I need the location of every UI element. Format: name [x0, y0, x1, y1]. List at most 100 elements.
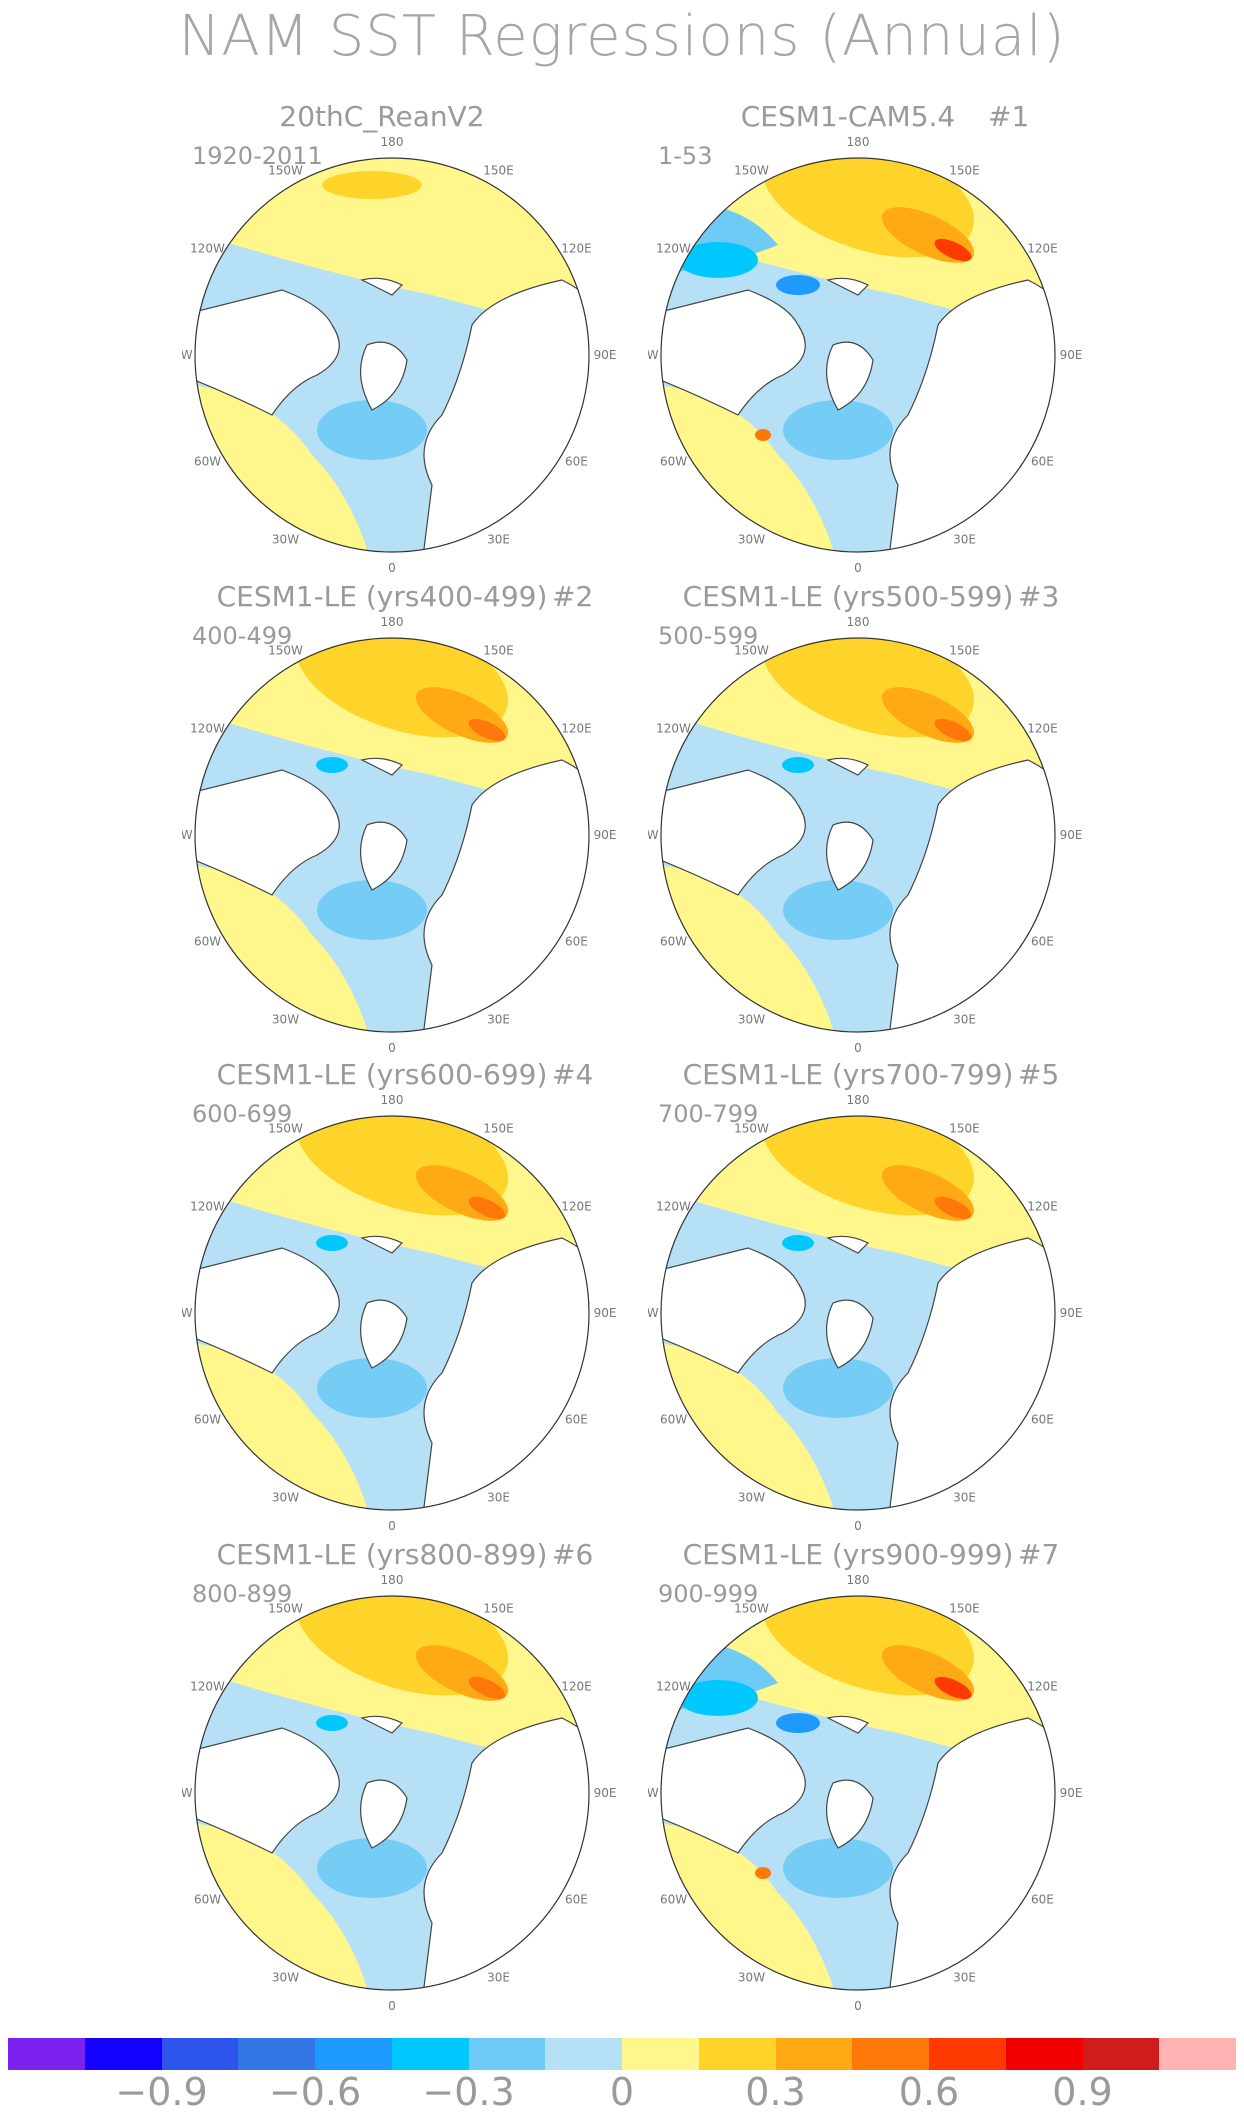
map-panel: CESM1-LE (yrs900-999) #7 900-999 180 150E 120…	[648, 1538, 1208, 2028]
colorbar-labels: −0.9 −0.6 −0.3 0 0.3 0.6 0.9	[8, 2070, 1236, 2114]
longitude-label: 90W	[182, 348, 193, 362]
longitude-label: 120W	[190, 242, 225, 256]
panel-years: 500-599	[658, 622, 759, 650]
panel-number: #7	[1018, 1538, 1060, 1571]
longitude-label: 90W	[648, 1306, 659, 1320]
colorbar-swatch	[1082, 2038, 1160, 2070]
map-boundary	[194, 1115, 590, 1511]
map-boundary	[660, 1115, 1056, 1511]
longitude-label: 120E	[1027, 1680, 1058, 1694]
panel-number: #4	[552, 1058, 594, 1091]
longitude-label: 30E	[953, 1490, 976, 1504]
longitude-label: 120W	[190, 1200, 225, 1214]
polar-map: 180 150E 120E 90E 60E 30E 0 30W 60W 90W 120W 150W	[182, 1573, 616, 2013]
longitude-label: 90E	[1060, 1786, 1083, 1800]
sst-field	[661, 638, 1055, 1032]
longitude-label: 150W	[268, 1122, 303, 1136]
panel-years: 600-699	[192, 1100, 293, 1128]
longitude-label: 60E	[565, 455, 588, 469]
longitude-label: 60E	[1031, 935, 1054, 949]
longitude-label: 60W	[194, 935, 221, 949]
polar-map: 180 150E 120E 90E 60E 30E 0 30W 60W 90W 120W 150W	[182, 615, 616, 1055]
panel-title: CESM1-LE (yrs600-699)	[216, 1058, 548, 1091]
longitude-label: 180	[381, 135, 404, 149]
longitude-label: 180	[847, 1573, 870, 1587]
map-panel: CESM1-LE (yrs600-699) #4 600-699 180 150E 120…	[182, 1058, 742, 1548]
panel-number: #1	[988, 100, 1030, 133]
longitude-label: 150E	[949, 1122, 980, 1136]
panel-years: 700-799	[658, 1100, 759, 1128]
longitude-label: 60E	[565, 1893, 588, 1907]
longitude-label: 30E	[487, 1012, 510, 1026]
sst-field	[195, 158, 589, 552]
longitude-label: 0	[854, 1999, 862, 2013]
panel-years: 900-999	[658, 1580, 759, 1608]
panel-title: 20thC_ReanV2	[279, 100, 485, 133]
panel-years: 1920-2011	[192, 142, 323, 170]
colorbar-tick-label: −0.9	[115, 2070, 208, 2114]
longitude-label: 180	[847, 1093, 870, 1107]
longitude-label: 120W	[656, 242, 691, 256]
longitude-label: 0	[388, 1041, 396, 1055]
longitude-label: 30W	[272, 532, 299, 546]
longitude-label: 60E	[1031, 1893, 1054, 1907]
longitude-label: 60E	[1031, 455, 1054, 469]
longitude-label: 30W	[738, 532, 765, 546]
polar-map: 180 150E 120E 90E 60E 30E 0 30W 60W 90W 120W 150W	[648, 135, 1082, 575]
longitude-label: 120E	[561, 242, 592, 256]
longitude-label: 90W	[182, 1786, 193, 1800]
longitude-label: 0	[854, 1519, 862, 1533]
longitude-label: 30E	[487, 1490, 510, 1504]
panel-title: CESM1-CAM5.4	[740, 100, 956, 133]
colorbar-swatch	[315, 2038, 392, 2070]
longitude-label: 60W	[660, 1413, 687, 1427]
polar-map: 180 150E 120E 90E 60E 30E 0 30W 60W 90W 120W 150W	[648, 615, 1083, 1055]
colorbar-swatch	[161, 2038, 239, 2070]
longitude-label: 150E	[949, 164, 980, 178]
map-panel: CESM1-CAM5.4 #1 1-53 180 150E 120E 90E 60E 30E 0 3…	[648, 100, 1208, 590]
colorbar-swatch	[391, 2038, 469, 2070]
longitude-label: 150W	[734, 164, 769, 178]
longitude-label: 30E	[953, 532, 976, 546]
longitude-label: 150W	[734, 1122, 769, 1136]
colorbar-tick-label: −0.3	[422, 2070, 515, 2114]
panel-title: CESM1-LE (yrs800-899)	[216, 1538, 548, 1571]
map-boundary	[660, 637, 1056, 1033]
longitude-label: 90E	[1060, 828, 1083, 842]
sst-field	[195, 1596, 589, 1990]
sst-field	[661, 158, 1055, 552]
panel-number: #6	[552, 1538, 594, 1571]
longitude-label: 150E	[483, 1602, 514, 1616]
longitude-label: 180	[847, 135, 870, 149]
colorbar-swatch	[468, 2038, 546, 2070]
longitude-label: 90E	[594, 1306, 617, 1320]
longitude-label: 60E	[565, 935, 588, 949]
longitude-label: 30W	[738, 1490, 765, 1504]
panel-title: CESM1-LE (yrs400-499)	[216, 580, 548, 613]
longitude-label: 150W	[734, 1602, 769, 1616]
longitude-label: 150W	[268, 164, 303, 178]
longitude-label: 60W	[194, 455, 221, 469]
longitude-label: 60E	[565, 1413, 588, 1427]
longitude-label: 30W	[738, 1970, 765, 1984]
longitude-label: 0	[388, 561, 396, 575]
longitude-label: 150E	[949, 1602, 980, 1616]
panel-number: #5	[1018, 1058, 1060, 1091]
longitude-label: 90W	[182, 828, 193, 842]
map-boundary	[194, 157, 590, 553]
map-panel: CESM1-LE (yrs500-599) #3 500-599 180 150E 120…	[648, 580, 1208, 1070]
panel-title: CESM1-LE (yrs700-799)	[682, 1058, 1014, 1091]
polar-map: 180 150E 120E 90E 60E 30E 0 30W 60W 90W 120W 150W	[182, 1093, 617, 1533]
longitude-label: 30W	[272, 1970, 299, 1984]
longitude-label: 90W	[648, 828, 659, 842]
sst-field	[195, 1116, 589, 1510]
panel-years: 1-53	[658, 142, 713, 170]
longitude-label: 90W	[182, 1306, 193, 1320]
colorbar-swatch	[8, 2038, 85, 2070]
colorbar-swatch	[84, 2038, 162, 2070]
panel-title: CESM1-LE (yrs500-599)	[682, 580, 1014, 613]
colorbar-tick-label: 0.3	[745, 2070, 806, 2114]
longitude-label: 60W	[660, 455, 687, 469]
colorbar-swatch	[775, 2038, 853, 2070]
panel-number: #3	[1018, 580, 1060, 613]
